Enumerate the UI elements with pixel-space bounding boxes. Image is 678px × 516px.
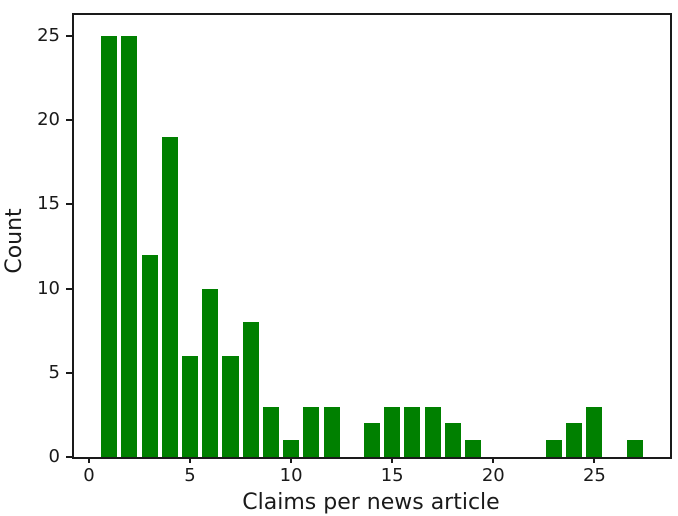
x-tick-label-20: 20 bbox=[481, 465, 505, 486]
y-tick-label-5: 5 bbox=[48, 361, 60, 383]
bar-x14 bbox=[363, 423, 381, 457]
bar-x19 bbox=[465, 440, 482, 457]
bar-x16 bbox=[404, 406, 421, 457]
bar-x8 bbox=[242, 322, 259, 457]
bar-x6 bbox=[202, 288, 219, 457]
x-tick-mark-15 bbox=[391, 457, 394, 463]
y-tick-mark-5 bbox=[66, 371, 72, 374]
y-tick-label-25: 25 bbox=[37, 25, 60, 46]
bar-x5 bbox=[182, 356, 199, 457]
bar-x4 bbox=[161, 137, 178, 457]
x-tick-label-15: 15 bbox=[380, 465, 404, 486]
bar-x2 bbox=[121, 36, 138, 457]
x-tick-label-10: 10 bbox=[279, 465, 303, 486]
bar-x11 bbox=[303, 406, 320, 457]
x-tick-mark-25 bbox=[593, 457, 596, 463]
bar-x23 bbox=[545, 440, 563, 457]
y-tick-mark-15 bbox=[66, 203, 72, 206]
x-axis-label: Claims per news article bbox=[242, 490, 500, 515]
y-axis-label: Count bbox=[2, 208, 27, 274]
x-tick-label-25: 25 bbox=[582, 465, 606, 486]
y-tick-label-20: 20 bbox=[37, 109, 60, 131]
x-tick-mark-10 bbox=[290, 457, 293, 463]
bar-x10 bbox=[283, 440, 300, 457]
bar-x1 bbox=[101, 36, 118, 457]
y-tick-label-10: 10 bbox=[37, 277, 60, 299]
bar-x9 bbox=[262, 406, 279, 457]
y-tick-label-15: 15 bbox=[37, 193, 60, 215]
y-tick-mark-25 bbox=[66, 35, 72, 37]
bar-x12 bbox=[323, 406, 340, 457]
bar-x24 bbox=[566, 423, 583, 457]
bar-x15 bbox=[384, 406, 401, 457]
y-tick-label-0: 0 bbox=[48, 446, 60, 467]
bar-x7 bbox=[222, 356, 239, 457]
y-tick-mark-0 bbox=[66, 456, 72, 458]
bar-x25 bbox=[586, 406, 603, 457]
bar-x18 bbox=[444, 423, 461, 457]
x-tick-mark-0 bbox=[88, 457, 90, 463]
x-tick-label-0: 0 bbox=[83, 465, 95, 486]
bar-x27 bbox=[626, 440, 643, 457]
y-tick-mark-10 bbox=[66, 287, 72, 290]
x-tick-mark-5 bbox=[189, 457, 191, 463]
plot-area bbox=[72, 13, 672, 459]
x-tick-mark-20 bbox=[492, 457, 495, 463]
x-tick-label-5: 5 bbox=[184, 465, 196, 486]
bar-x3 bbox=[141, 254, 158, 457]
bar-x17 bbox=[424, 406, 441, 457]
y-tick-mark-20 bbox=[66, 119, 72, 122]
